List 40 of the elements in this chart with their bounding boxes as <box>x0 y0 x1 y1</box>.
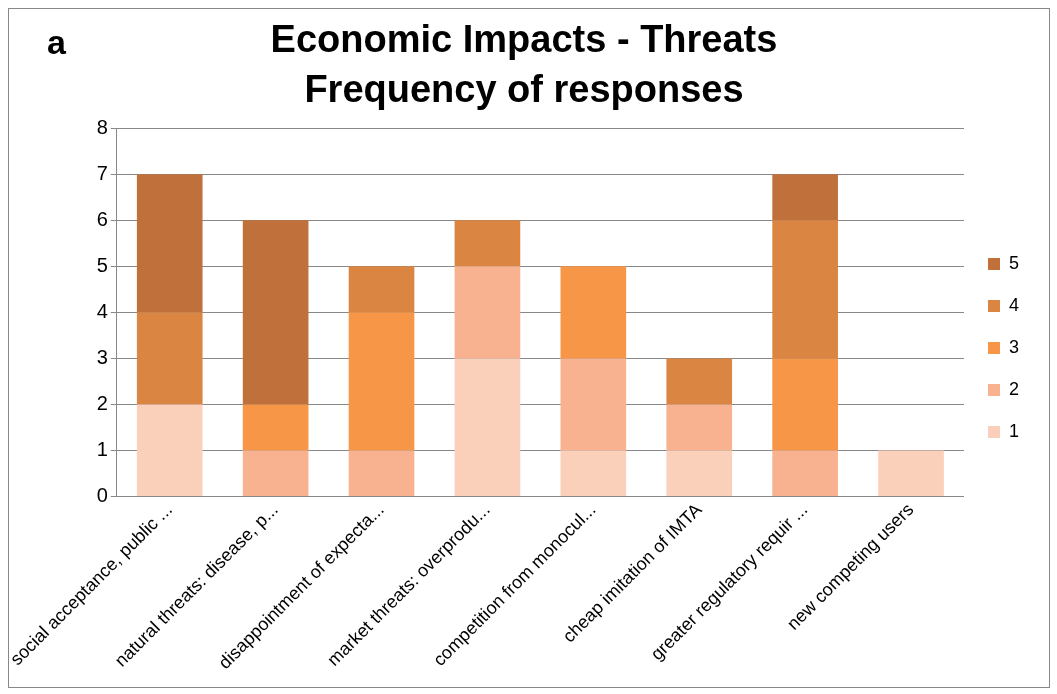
bar <box>772 450 838 497</box>
legend-label: 5 <box>1008 252 1019 273</box>
bar <box>878 450 944 497</box>
bar <box>772 220 838 359</box>
y-tick-label: 0 <box>96 484 108 507</box>
y-tick-label: 3 <box>96 345 108 368</box>
y-tick-label: 2 <box>96 391 108 414</box>
bar <box>666 404 733 451</box>
legend-label: 2 <box>1008 378 1019 399</box>
bar <box>560 266 627 359</box>
bar <box>454 266 521 359</box>
chart-title: Economic Impacts - Threats <box>270 18 778 61</box>
bar <box>136 174 203 313</box>
bar <box>454 220 521 267</box>
legend-label: 4 <box>1008 294 1019 315</box>
legend-label: 3 <box>1008 336 1019 357</box>
y-tick-label: 5 <box>96 253 108 276</box>
bar <box>242 220 309 405</box>
bar <box>666 450 733 497</box>
text: a <box>47 23 66 62</box>
y-tick-label: 1 <box>96 438 108 460</box>
bar <box>666 358 733 405</box>
y-tick-label: 8 <box>96 115 108 138</box>
bar <box>348 266 415 313</box>
bar <box>772 174 838 221</box>
y-tick-label: 7 <box>96 161 108 184</box>
y-tick-label: 4 <box>96 299 108 322</box>
chart-subtitle: Frequency of responses <box>304 67 744 110</box>
bar <box>348 312 415 451</box>
bar <box>136 404 203 497</box>
legend-label: 1 <box>1008 420 1019 441</box>
bar <box>772 358 838 451</box>
bar <box>136 312 203 405</box>
bar <box>560 358 627 451</box>
bar <box>454 358 521 497</box>
y-tick-label: 6 <box>96 207 108 230</box>
bar <box>242 404 309 451</box>
bar <box>242 450 309 497</box>
bar <box>560 450 627 497</box>
bar <box>348 450 415 497</box>
